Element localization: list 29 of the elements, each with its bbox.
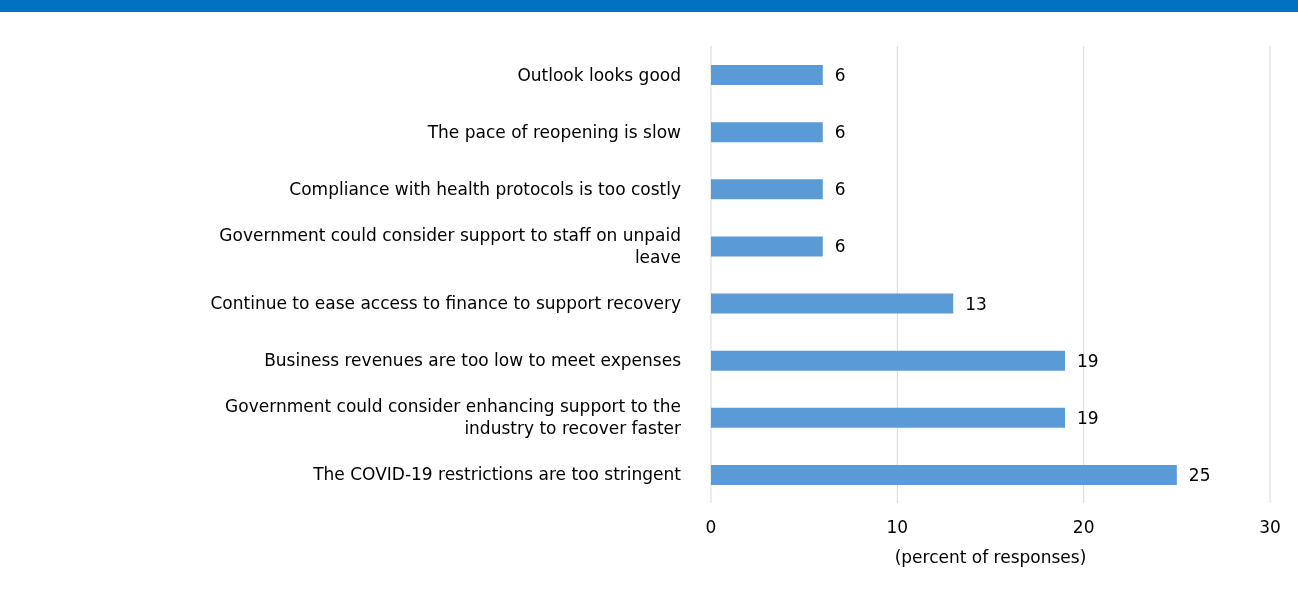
bar [711,407,1066,428]
x-tick-label: 20 [1072,517,1095,538]
data-label: 6 [834,65,846,86]
data-label: 6 [834,179,846,200]
y-tick-label: Continue to ease access to finance to support recovery [210,293,681,314]
bar [711,122,823,143]
data-label: 6 [834,122,846,143]
data-label: 25 [1188,464,1211,485]
data-label: 13 [965,293,987,314]
y-tick-label: Government could consider enhancing support to the industry to recover faster [225,396,681,439]
y-tick-label: Business revenues are too low to meet expenses [264,350,682,371]
x-tick-label: 10 [886,517,909,538]
y-tick-label: Government could consider support to staff on unpaid leave [219,224,681,267]
data-label: 6 [834,236,846,257]
bar [711,350,1066,371]
data-label: 19 [1077,407,1099,428]
bar [711,464,1177,485]
bar [711,179,823,200]
bar [711,65,823,85]
y-tick-label: Outlook looks good [517,64,681,85]
bar [711,293,954,314]
data-label: 19 [1077,350,1099,371]
y-tick-label: Compliance with health protocols is too costly [289,178,681,199]
bar [711,236,823,257]
y-tick-label: The pace of reopening is slow [426,121,682,142]
x-tick-label: 0 [705,517,717,538]
x-axis-title: (percent of responses) [894,547,1087,567]
y-tick-label: The COVID-19 restrictions are too stringent [312,464,682,485]
x-tick-label: 30 [1259,517,1281,538]
